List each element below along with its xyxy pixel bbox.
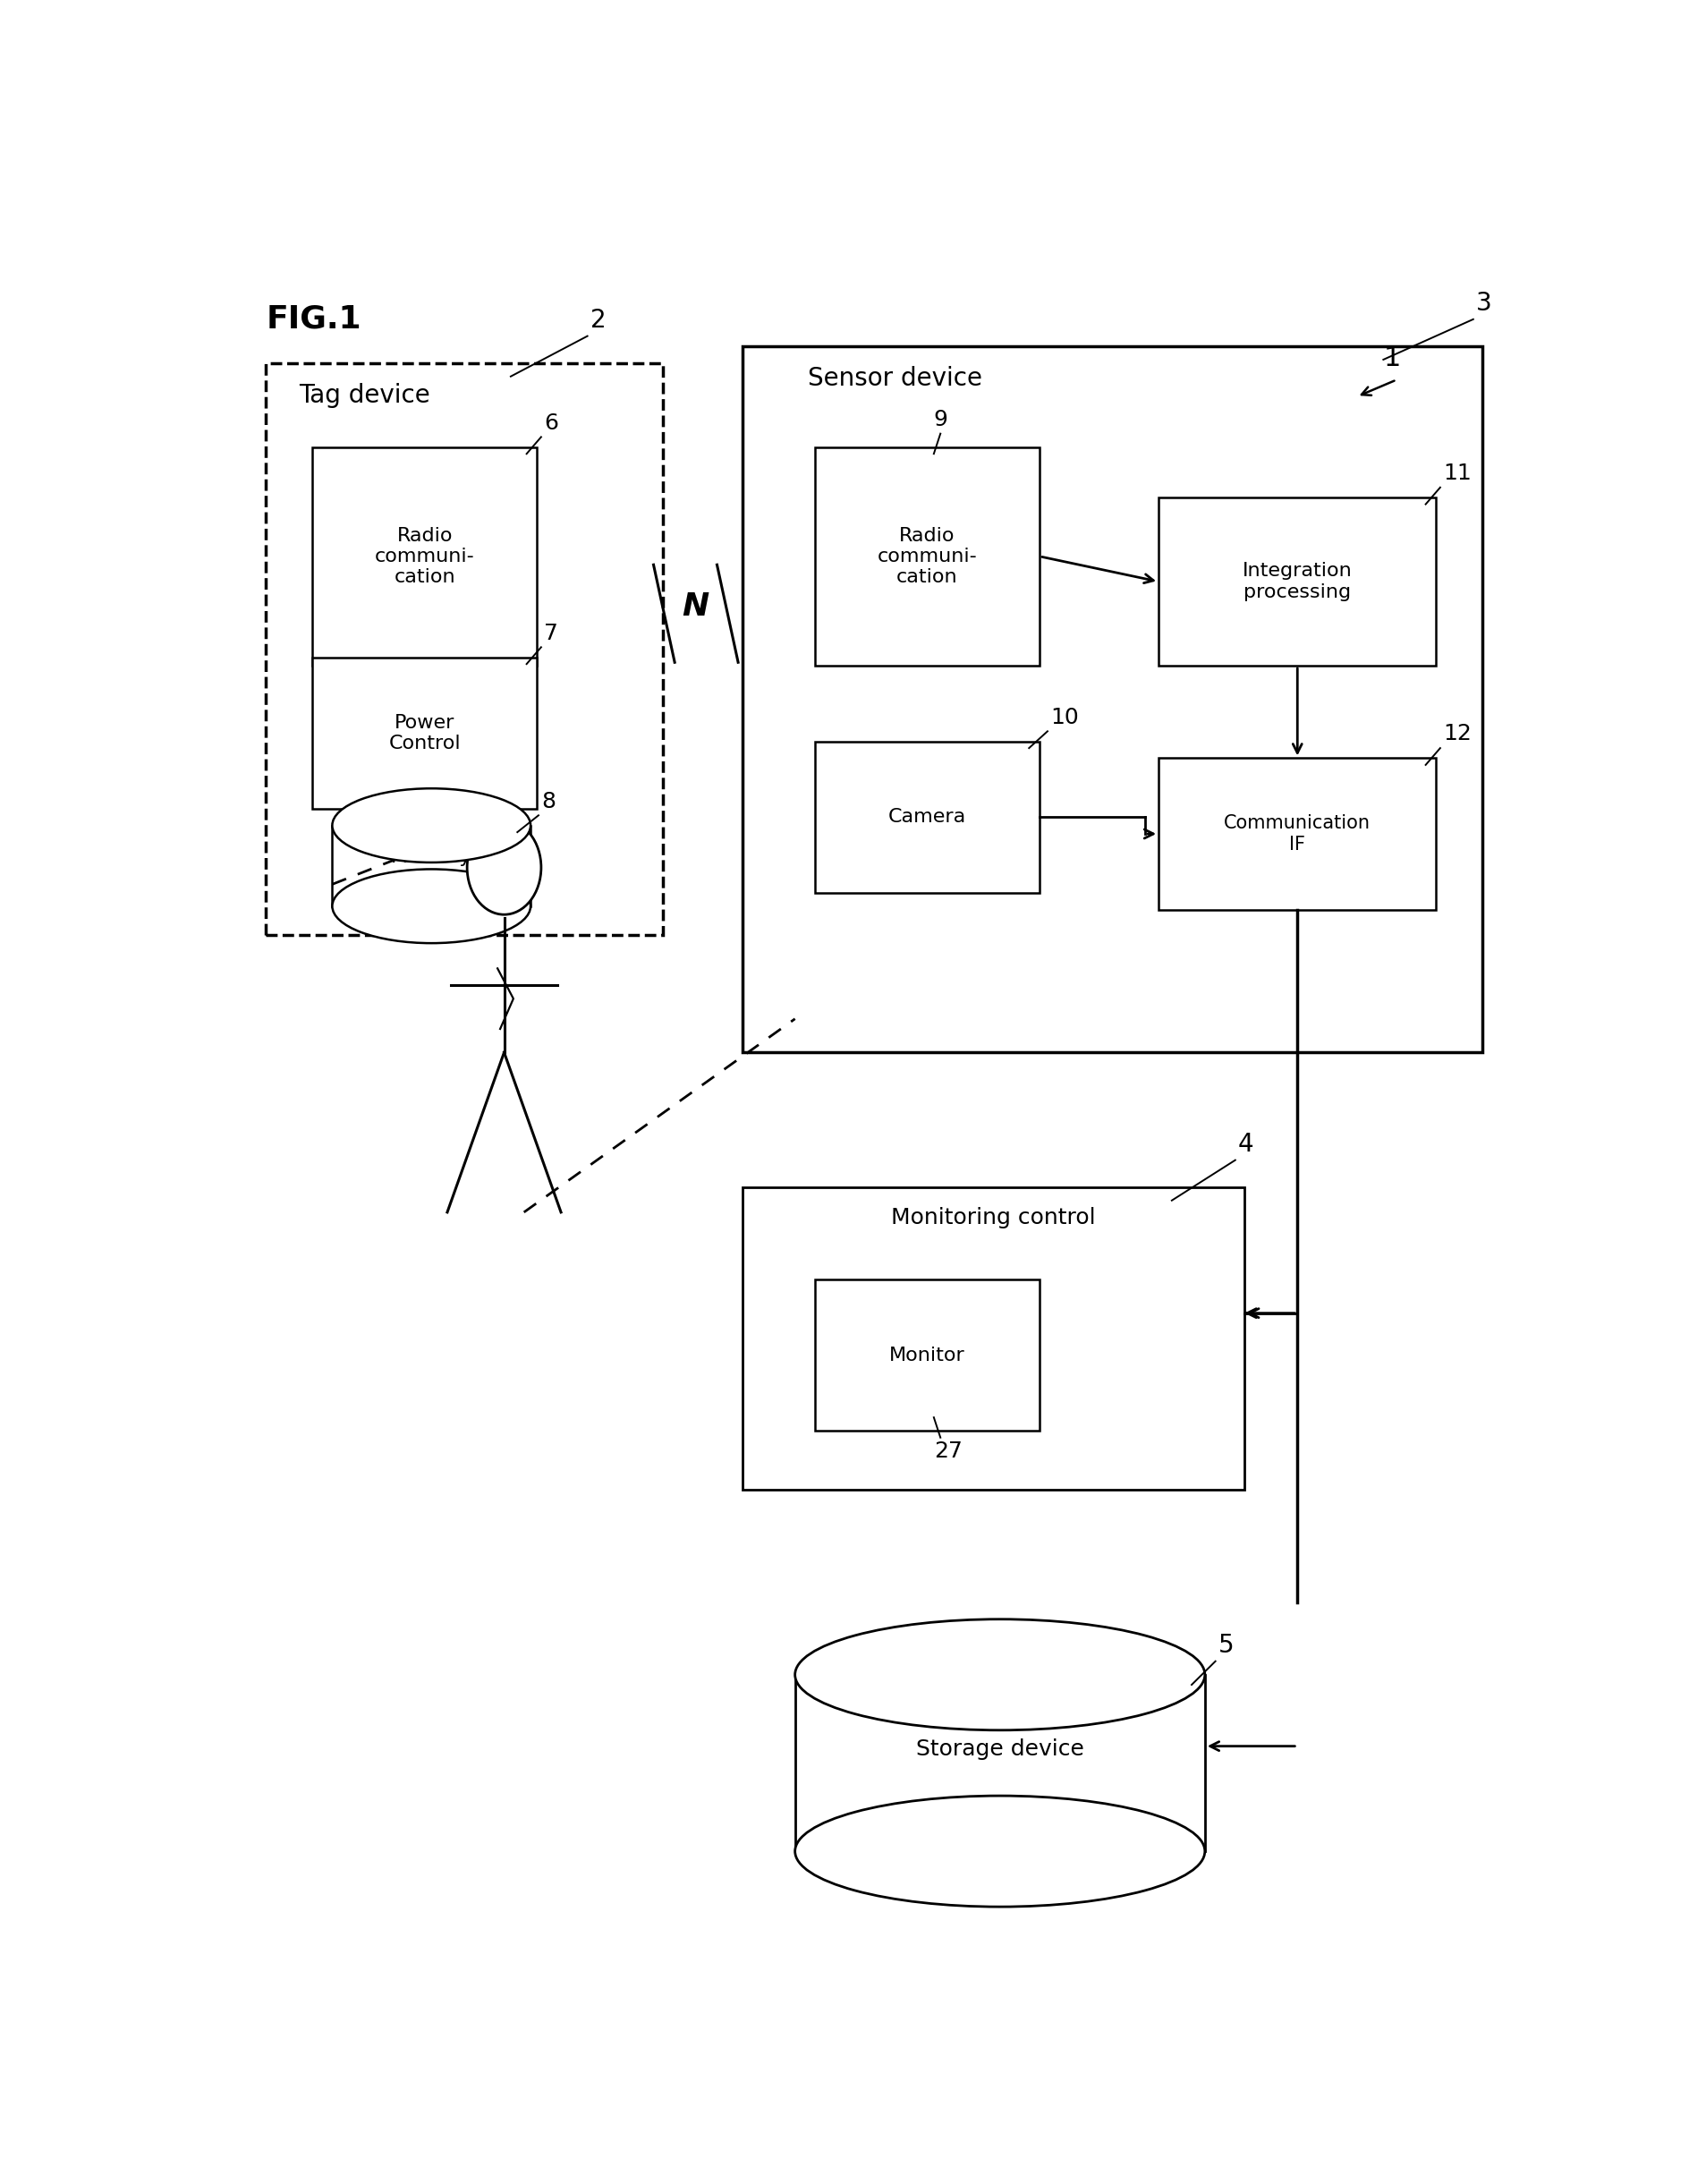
FancyBboxPatch shape bbox=[742, 1188, 1245, 1489]
Text: Monitoring control: Monitoring control bbox=[891, 1208, 1095, 1230]
Text: Power
Control: Power Control bbox=[389, 714, 461, 751]
Text: 6: 6 bbox=[544, 413, 558, 435]
FancyBboxPatch shape bbox=[815, 1280, 1039, 1431]
Text: Communication
IF: Communication IF bbox=[1225, 815, 1370, 854]
FancyBboxPatch shape bbox=[312, 448, 537, 666]
Text: Tag device: Tag device bbox=[299, 382, 430, 408]
FancyBboxPatch shape bbox=[1158, 498, 1436, 666]
Ellipse shape bbox=[795, 1795, 1204, 1907]
Text: 10: 10 bbox=[1051, 705, 1078, 727]
Text: Sensor device: Sensor device bbox=[809, 367, 983, 391]
Text: 4: 4 bbox=[1239, 1131, 1254, 1158]
FancyBboxPatch shape bbox=[312, 657, 537, 808]
Text: 8: 8 bbox=[541, 791, 556, 812]
Text: Storage device: Storage device bbox=[916, 1738, 1083, 1760]
Text: Radio
communi-
cation: Radio communi- cation bbox=[877, 526, 978, 585]
FancyBboxPatch shape bbox=[742, 347, 1483, 1053]
Text: 12: 12 bbox=[1443, 723, 1471, 745]
Text: 1: 1 bbox=[1384, 345, 1401, 371]
FancyBboxPatch shape bbox=[815, 448, 1039, 666]
Circle shape bbox=[467, 821, 541, 915]
Text: FIG.1: FIG.1 bbox=[266, 304, 362, 334]
Text: Integration
processing: Integration processing bbox=[1242, 561, 1353, 601]
Text: N: N bbox=[682, 592, 710, 622]
Text: 3: 3 bbox=[1476, 290, 1491, 317]
Text: 5: 5 bbox=[1218, 1634, 1233, 1658]
Text: Memory: Memory bbox=[391, 847, 473, 867]
Text: Radio
communi-
cation: Radio communi- cation bbox=[375, 526, 474, 585]
FancyBboxPatch shape bbox=[1158, 758, 1436, 909]
Ellipse shape bbox=[333, 788, 531, 863]
Text: 9: 9 bbox=[933, 408, 949, 430]
FancyBboxPatch shape bbox=[266, 363, 662, 935]
FancyBboxPatch shape bbox=[815, 740, 1039, 893]
Text: 11: 11 bbox=[1443, 463, 1471, 485]
Text: 27: 27 bbox=[933, 1441, 962, 1463]
Text: Camera: Camera bbox=[889, 808, 966, 826]
Ellipse shape bbox=[333, 869, 531, 943]
Text: 2: 2 bbox=[590, 308, 606, 332]
Text: 7: 7 bbox=[544, 622, 558, 644]
Ellipse shape bbox=[795, 1618, 1204, 1730]
Text: Monitor: Monitor bbox=[889, 1345, 966, 1365]
